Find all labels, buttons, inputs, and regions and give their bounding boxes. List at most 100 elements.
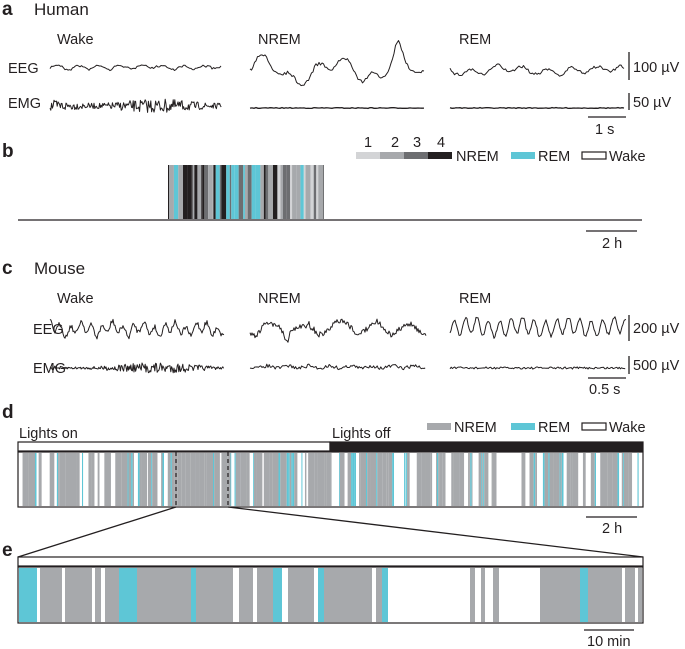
nrem-stage-2-epoch: [280, 165, 283, 219]
human-emg-wake-trace: [49, 98, 222, 113]
rem-epoch: [82, 453, 84, 506]
nrem-epoch: [482, 453, 484, 506]
nrem-epoch: [590, 453, 595, 506]
nrem-stage-3-epoch: [204, 165, 209, 219]
nrem-epoch: [421, 453, 426, 506]
wake-epoch: [355, 453, 360, 506]
rem-epoch: [234, 453, 236, 506]
human-hypnogram-time-label: 2 h: [602, 236, 622, 252]
nrem-epoch: [91, 453, 95, 506]
nrem-epoch: [196, 568, 233, 622]
human-hypnogram: [168, 165, 324, 219]
wake-epoch: [99, 453, 101, 506]
nrem-epoch: [453, 453, 460, 506]
nrem-stage-1-epoch: [290, 165, 293, 219]
panel-c-title: Mouse: [34, 259, 85, 278]
panel-d-legend-rem: REM: [538, 420, 570, 436]
nrem-epoch: [367, 453, 371, 506]
nrem-stage-4-epoch: [191, 165, 193, 219]
zoom-line-left: [17, 506, 177, 558]
nrem-epoch: [326, 453, 331, 506]
nrem-epoch: [386, 453, 389, 506]
nrem-epoch: [544, 453, 549, 506]
nrem-epoch: [529, 453, 534, 506]
nrem-epoch: [553, 453, 557, 506]
nrem-epoch: [314, 453, 318, 506]
nrem-stage-3-epoch: [322, 165, 324, 219]
nrem-epoch: [167, 453, 171, 506]
nrem-epoch: [377, 453, 383, 506]
nrem-stage-2-epoch: [169, 165, 174, 219]
nrem-stage-3-epoch: [229, 165, 232, 219]
rem-epoch: [561, 453, 564, 506]
rem-epoch: [291, 453, 293, 506]
zoomed-time-label: 10 min: [587, 634, 631, 649]
nrem-epoch: [22, 453, 27, 506]
nrem-epoch: [105, 568, 119, 622]
wake-epoch: [314, 568, 318, 622]
wake-epoch: [164, 453, 166, 506]
nrem-epoch: [65, 453, 71, 506]
nrem-stage-4-epoch: [201, 165, 203, 219]
wake-epoch: [409, 453, 416, 506]
rem-epoch: [533, 453, 536, 506]
nrem-epoch: [628, 453, 633, 506]
rem-epoch: [580, 568, 588, 622]
nrem-epoch: [535, 453, 538, 506]
wake-epoch: [249, 453, 252, 506]
wake-epoch: [641, 453, 643, 506]
wake-epoch: [517, 453, 522, 506]
nrem-stage-4-epoch: [213, 165, 216, 219]
rem-epoch: [234, 165, 239, 219]
wake-epoch: [110, 453, 116, 506]
mouse-emg-scale-label: 500 µV: [633, 358, 680, 374]
legend-swatch-rem: [511, 152, 535, 159]
rem-epoch: [481, 453, 483, 506]
nrem-epoch: [221, 453, 223, 506]
mouse-eeg-rem-trace: [449, 316, 627, 339]
nrem-stage-2-epoch: [208, 165, 213, 219]
nrem-epoch: [588, 568, 622, 622]
rem-epoch: [230, 453, 232, 506]
mouse-emg-wake-trace: [49, 362, 225, 374]
nrem-epoch: [139, 453, 142, 506]
nrem-epoch: [491, 453, 493, 506]
rem-epoch: [351, 453, 353, 506]
nrem-stage-4-epoch: [194, 165, 198, 219]
wake-epoch: [133, 453, 138, 506]
rem-epoch: [278, 453, 281, 506]
nrem-epoch: [492, 453, 497, 506]
panel-c-state-wake: Wake: [57, 291, 94, 307]
human-eeg-nrem-trace: [249, 40, 425, 87]
nrem-epoch: [470, 568, 475, 622]
wake-epoch: [253, 568, 257, 622]
nrem-epoch: [560, 453, 562, 506]
wake-epoch: [147, 453, 148, 506]
nrem-epoch: [235, 453, 241, 506]
nrem-epoch: [161, 453, 163, 506]
nrem-epoch: [141, 453, 148, 506]
wake-epoch: [445, 453, 450, 506]
nrem-epoch: [436, 453, 438, 506]
wake-epoch: [94, 453, 98, 506]
wake-epoch: [622, 568, 625, 622]
nrem-epoch: [65, 568, 92, 622]
wake-epoch: [620, 453, 622, 506]
nrem-stage-2-epoch: [192, 165, 195, 219]
rem-epoch: [352, 453, 355, 506]
nrem-epoch: [128, 453, 132, 506]
nrem-epoch: [256, 453, 263, 506]
nrem-stage-1-epoch: [277, 165, 281, 219]
wake-epoch: [165, 453, 168, 506]
rem-epoch: [253, 453, 255, 506]
nrem-stage-2-epoch: [260, 165, 263, 219]
rem-epoch: [617, 453, 620, 506]
nrem-epoch: [425, 453, 431, 506]
nrem-epoch: [147, 453, 152, 506]
wake-epoch: [306, 453, 309, 506]
wake-epoch: [41, 453, 44, 506]
nrem-stage-4-epoch: [183, 165, 188, 219]
panel-a-state-rem: REM: [459, 32, 491, 48]
nrem-epoch: [382, 453, 387, 506]
wake-epoch: [399, 453, 401, 506]
